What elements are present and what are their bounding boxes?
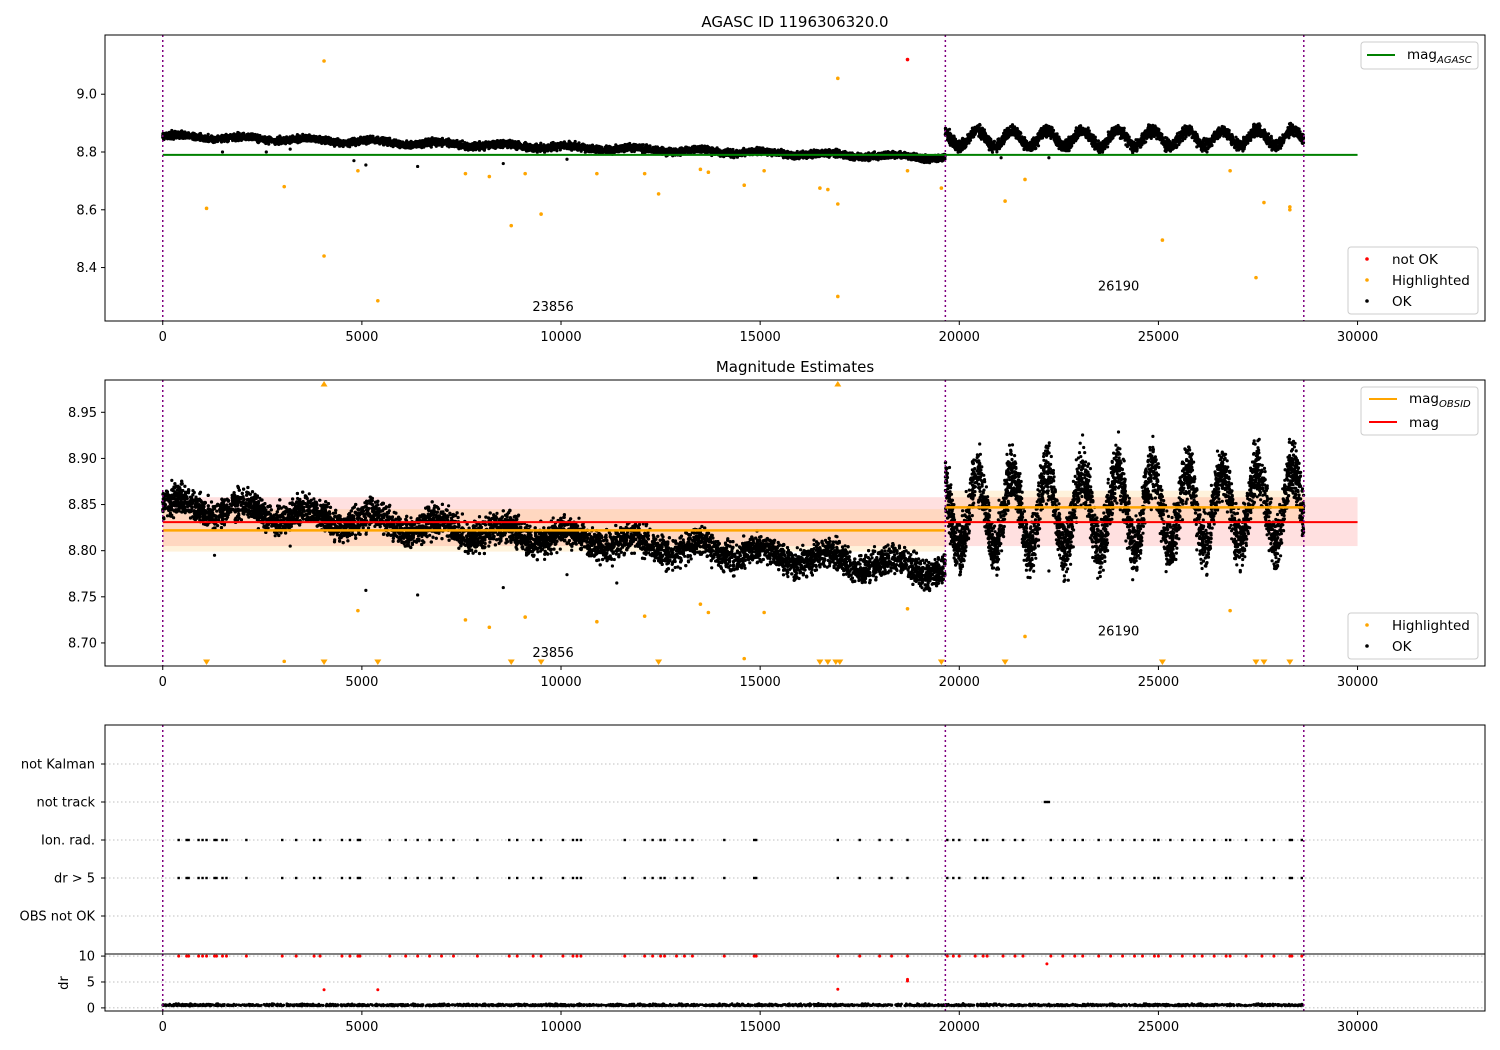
x-tick-label: 5000 (345, 330, 378, 345)
panel-title: AGASC ID 1196306320.0 (701, 13, 888, 31)
ok-point (483, 149, 486, 152)
x-tick-label: 30000 (1337, 330, 1378, 345)
y-tick-label: 9.0 (76, 88, 97, 103)
y-tick-label: 8.6 (76, 203, 97, 218)
y-tick-label: 8.4 (76, 261, 97, 276)
x-tick-label: 10000 (540, 330, 581, 345)
ok-point (536, 151, 539, 154)
ok-point (710, 146, 713, 149)
x-tick-label: 20000 (939, 330, 980, 345)
ok-point (642, 143, 645, 146)
ok-point (851, 158, 854, 161)
x-tick-label: 0 (159, 330, 167, 345)
x-tick-label: 15000 (739, 330, 780, 345)
ok-point (298, 141, 301, 144)
y-tick-label: 8.8 (76, 146, 97, 161)
ok-point (214, 138, 217, 141)
x-tick-label: 25000 (1138, 330, 1179, 345)
